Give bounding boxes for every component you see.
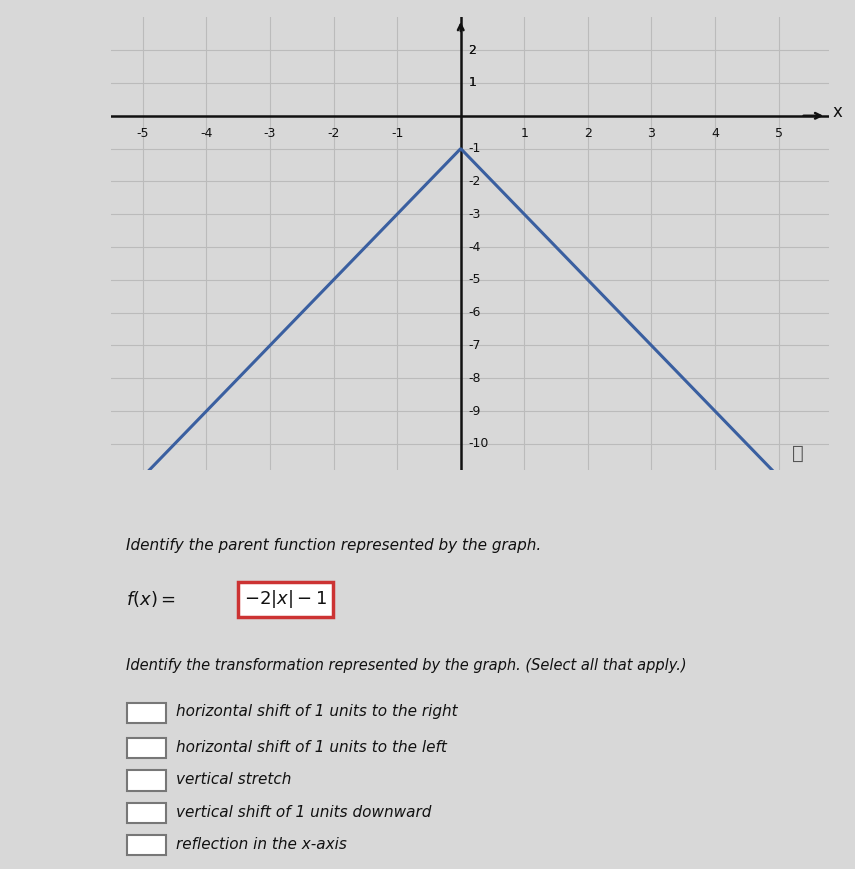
Text: -2: -2 (469, 175, 481, 188)
Text: -4: -4 (469, 241, 481, 254)
Text: 4: 4 (711, 127, 719, 140)
Text: Identify the transformation represented by the graph. (Select all that apply.): Identify the transformation represented … (126, 658, 687, 673)
Text: 1: 1 (469, 76, 476, 90)
Text: -1: -1 (391, 127, 404, 140)
Text: -5: -5 (137, 127, 149, 140)
Text: 2: 2 (469, 43, 476, 56)
Text: 1: 1 (521, 127, 528, 140)
Text: reflection in the x-axis: reflection in the x-axis (176, 837, 346, 852)
Text: 2: 2 (469, 43, 476, 56)
FancyBboxPatch shape (127, 738, 166, 758)
Text: -3: -3 (469, 208, 481, 221)
Text: -6: -6 (469, 306, 481, 319)
Text: -3: -3 (264, 127, 276, 140)
Text: horizontal shift of 1 units to the left: horizontal shift of 1 units to the left (176, 740, 446, 755)
Text: 3: 3 (647, 127, 655, 140)
Text: 1: 1 (469, 76, 476, 90)
Text: horizontal shift of 1 units to the right: horizontal shift of 1 units to the right (176, 705, 457, 720)
Text: -4: -4 (200, 127, 213, 140)
FancyBboxPatch shape (127, 803, 166, 823)
Text: Identify the parent function represented by the graph.: Identify the parent function represented… (126, 538, 540, 553)
Text: -7: -7 (469, 339, 481, 352)
Text: -9: -9 (469, 405, 481, 417)
FancyBboxPatch shape (127, 835, 166, 855)
Text: ⓘ: ⓘ (792, 444, 804, 463)
Text: -2: -2 (327, 127, 339, 140)
FancyBboxPatch shape (127, 702, 166, 723)
Text: $-2|x| - 1$: $-2|x| - 1$ (244, 588, 327, 610)
Text: x: x (833, 103, 842, 121)
Text: -10: -10 (469, 437, 489, 450)
Text: 2: 2 (584, 127, 592, 140)
Text: -5: -5 (469, 274, 481, 286)
Text: vertical shift of 1 units downward: vertical shift of 1 units downward (176, 805, 431, 819)
Text: 5: 5 (775, 127, 782, 140)
Text: $f(x) =$: $f(x) =$ (126, 589, 175, 609)
FancyBboxPatch shape (127, 771, 166, 791)
Text: -8: -8 (469, 372, 481, 385)
Text: vertical stretch: vertical stretch (176, 773, 292, 787)
Text: -1: -1 (469, 143, 481, 155)
